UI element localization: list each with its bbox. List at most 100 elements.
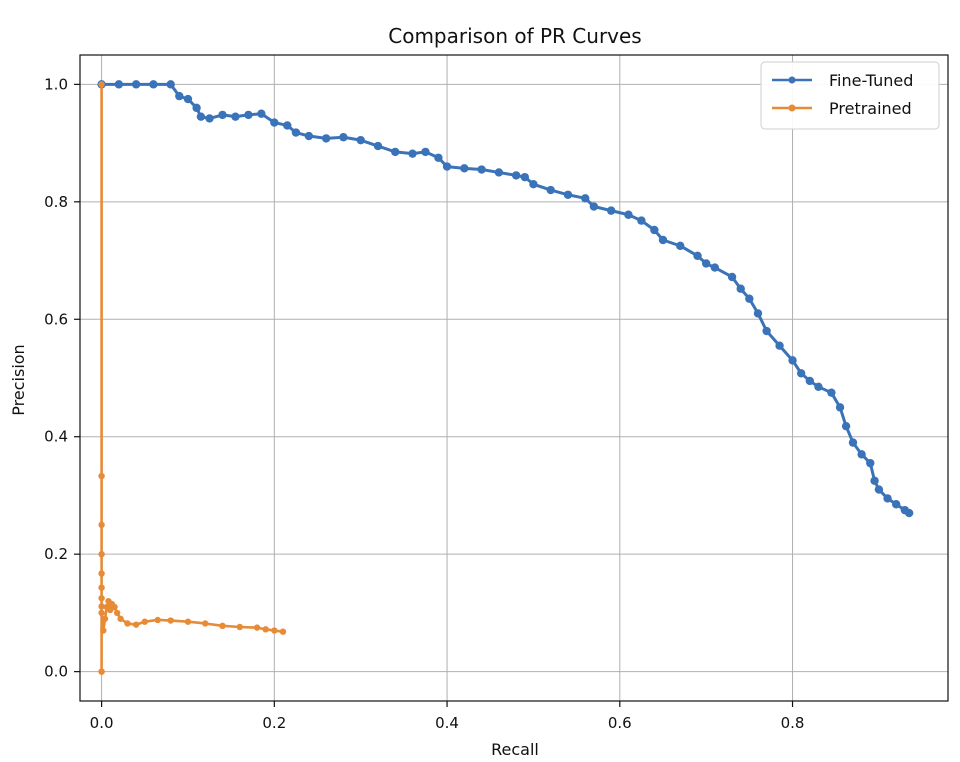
data-point-fine-tuned [231,112,240,121]
data-point-fine-tuned [546,185,555,195]
data-point-fine-tuned [520,172,529,182]
data-point-pretrained [154,616,161,624]
data-point-pretrained [100,627,107,634]
data-point-fine-tuned [175,91,184,101]
data-point-pretrained [98,603,105,610]
data-point-fine-tuned [421,147,430,157]
data-point-fine-tuned [796,369,806,378]
data-point-pretrained [98,472,105,480]
data-point-pretrained [184,618,192,625]
legend-label-fine-tuned: Fine-Tuned [829,71,913,90]
legend-entry-pretrained: Pretrained [772,99,912,118]
data-point-pretrained [279,628,287,635]
data-point-pretrained [262,626,269,633]
data-point-pretrained [132,621,140,628]
data-point-fine-tuned [788,356,797,365]
data-point-pretrained [98,609,105,617]
data-point-fine-tuned [805,376,815,386]
data-point-fine-tuned [857,450,866,459]
data-point-fine-tuned [257,109,266,118]
data-point-fine-tuned [270,118,279,127]
data-point-pretrained [111,603,118,611]
y-axis-label: Precision [9,344,28,415]
data-point-fine-tuned [827,388,836,397]
x-axis-label: Recall [491,740,539,759]
x-tick-label: 0.4 [435,714,459,732]
data-point-pretrained [117,615,124,622]
data-point-fine-tuned [891,500,901,509]
series-pretrained [98,81,287,675]
data-point-fine-tuned [434,153,443,162]
data-point-pretrained [219,622,226,630]
legend-label-pretrained: Pretrained [829,99,912,118]
legend-marker-fine-tuned [788,76,796,84]
data-point-fine-tuned [814,382,823,392]
data-point-pretrained [202,620,209,627]
data-point-fine-tuned [693,251,702,261]
data-point-fine-tuned [183,94,193,104]
data-point-fine-tuned [131,80,141,89]
data-point-fine-tuned [529,180,538,189]
data-point-pretrained [98,550,105,558]
data-point-fine-tuned [637,216,646,225]
data-point-pretrained [98,521,105,529]
y-tick-label: 0.4 [44,428,68,446]
data-point-fine-tuned [866,458,875,468]
data-point-pretrained [98,584,105,591]
data-point-fine-tuned [650,225,659,235]
data-point-fine-tuned [244,110,253,120]
data-point-fine-tuned [775,341,784,350]
data-point-pretrained [98,570,105,577]
data-point-fine-tuned [442,162,452,171]
data-point-fine-tuned [581,194,590,203]
data-point-pretrained [167,617,174,624]
data-point-fine-tuned [373,141,383,151]
data-point-fine-tuned [205,114,214,123]
data-point-fine-tuned [736,284,745,293]
series-layer [97,80,914,675]
data-point-pretrained [141,618,148,625]
chart-title: Comparison of PR Curves [388,24,641,48]
data-point-pretrained [98,81,105,88]
y-tick-label: 1.0 [44,75,68,93]
data-point-fine-tuned [727,272,737,282]
legend-entry-fine-tuned: Fine-Tuned [772,71,913,90]
data-point-fine-tuned [658,235,668,245]
data-point-pretrained [101,615,109,622]
data-point-fine-tuned [606,206,616,215]
data-point-fine-tuned [762,326,771,336]
data-point-fine-tuned [460,164,469,173]
data-point-fine-tuned [753,309,763,318]
data-point-fine-tuned [883,494,892,503]
data-point-fine-tuned [624,210,633,219]
data-point-fine-tuned [339,133,348,142]
data-point-fine-tuned [835,403,845,412]
data-point-fine-tuned [218,110,227,120]
legend: Fine-Tuned Pretrained [760,61,940,130]
data-point-fine-tuned [701,259,711,268]
data-point-pretrained [253,624,261,631]
data-point-fine-tuned [114,80,124,89]
data-point-fine-tuned [196,112,206,121]
data-point-fine-tuned [391,147,400,157]
axes-layer: 0.0 0.2 0.4 0.6 0.8 0.0 0.2 0.4 0.6 0.8 1.0 [44,54,949,732]
data-point-fine-tuned [870,476,879,485]
y-tick-label: 0.8 [44,193,68,211]
plot-frame [79,54,949,702]
data-point-fine-tuned [477,165,486,174]
series-fine-tuned [97,80,914,518]
y-tick-label: 0.0 [44,663,68,681]
data-point-pretrained [113,609,121,617]
data-point-fine-tuned [676,241,685,251]
x-tick-label: 0.8 [781,714,805,732]
data-point-fine-tuned [192,103,201,113]
data-point-fine-tuned [848,438,858,447]
data-point-pretrained [98,595,105,602]
data-point-fine-tuned [874,485,884,494]
data-point-fine-tuned [589,202,599,211]
data-point-fine-tuned [291,128,301,137]
y-tick-label: 0.6 [44,310,68,328]
data-point-pretrained [124,620,131,627]
data-point-fine-tuned [166,80,175,89]
